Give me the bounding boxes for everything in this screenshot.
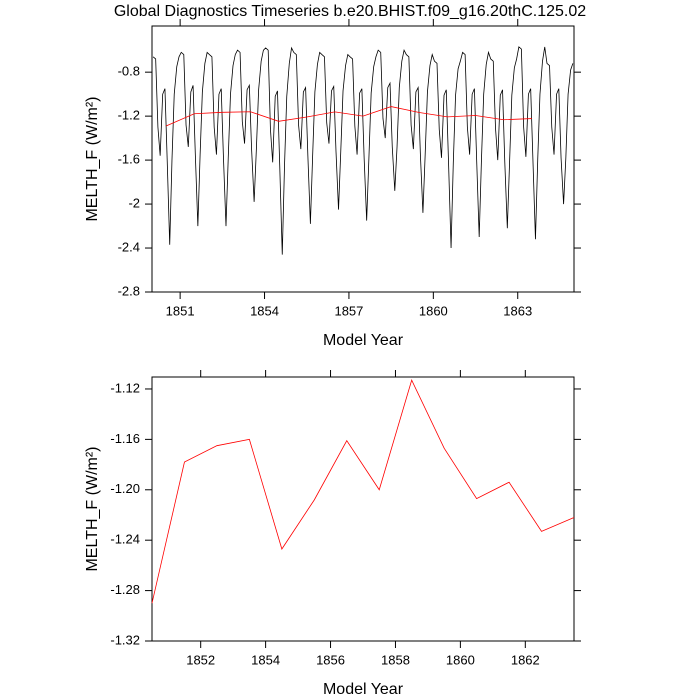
x-tick-label: 1851 (166, 303, 195, 318)
y-tick-label: -2.8 (118, 283, 140, 298)
x-axis-label: Model Year (323, 332, 404, 349)
x-tick-label: 1854 (250, 303, 279, 318)
x-tick-label: 1863 (503, 303, 532, 318)
y-tick-label: -1.2 (118, 108, 140, 123)
x-tick-label: 1862 (511, 652, 540, 667)
y-tick-label: -1.24 (110, 532, 140, 547)
y-axis-label: MELTH_F (W/m²) (84, 446, 101, 571)
data-line (165, 106, 532, 127)
y-tick-label: -1.6 (118, 152, 140, 167)
x-axis-label: Model Year (323, 681, 404, 698)
x-tick-label: 1858 (381, 652, 410, 667)
x-tick-label: 1852 (186, 652, 215, 667)
x-tick-label: 1857 (334, 303, 363, 318)
y-tick-label: -2 (128, 196, 140, 211)
y-tick-label: -1.20 (110, 481, 140, 496)
x-tick-label: 1860 (419, 303, 448, 318)
x-tick-label: 1854 (251, 652, 280, 667)
y-tick-label: -1.16 (110, 431, 140, 446)
chart-title: Global Diagnostics Timeseries b.e20.BHIS… (114, 3, 586, 20)
x-tick-label: 1860 (446, 652, 475, 667)
y-tick-label: -1.28 (110, 582, 140, 597)
y-tick-label: -2.4 (118, 239, 140, 254)
x-tick-label: 1856 (316, 652, 345, 667)
plot-frame (151, 25, 575, 293)
data-line (152, 46, 574, 255)
y-tick-label: -1.32 (110, 632, 140, 647)
y-axis-label: MELTH_F (W/m²) (84, 96, 101, 221)
data-line (151, 379, 575, 604)
y-tick-label: -0.8 (118, 64, 140, 79)
plot-frame (151, 376, 575, 642)
y-tick-label: -1.12 (110, 380, 140, 395)
